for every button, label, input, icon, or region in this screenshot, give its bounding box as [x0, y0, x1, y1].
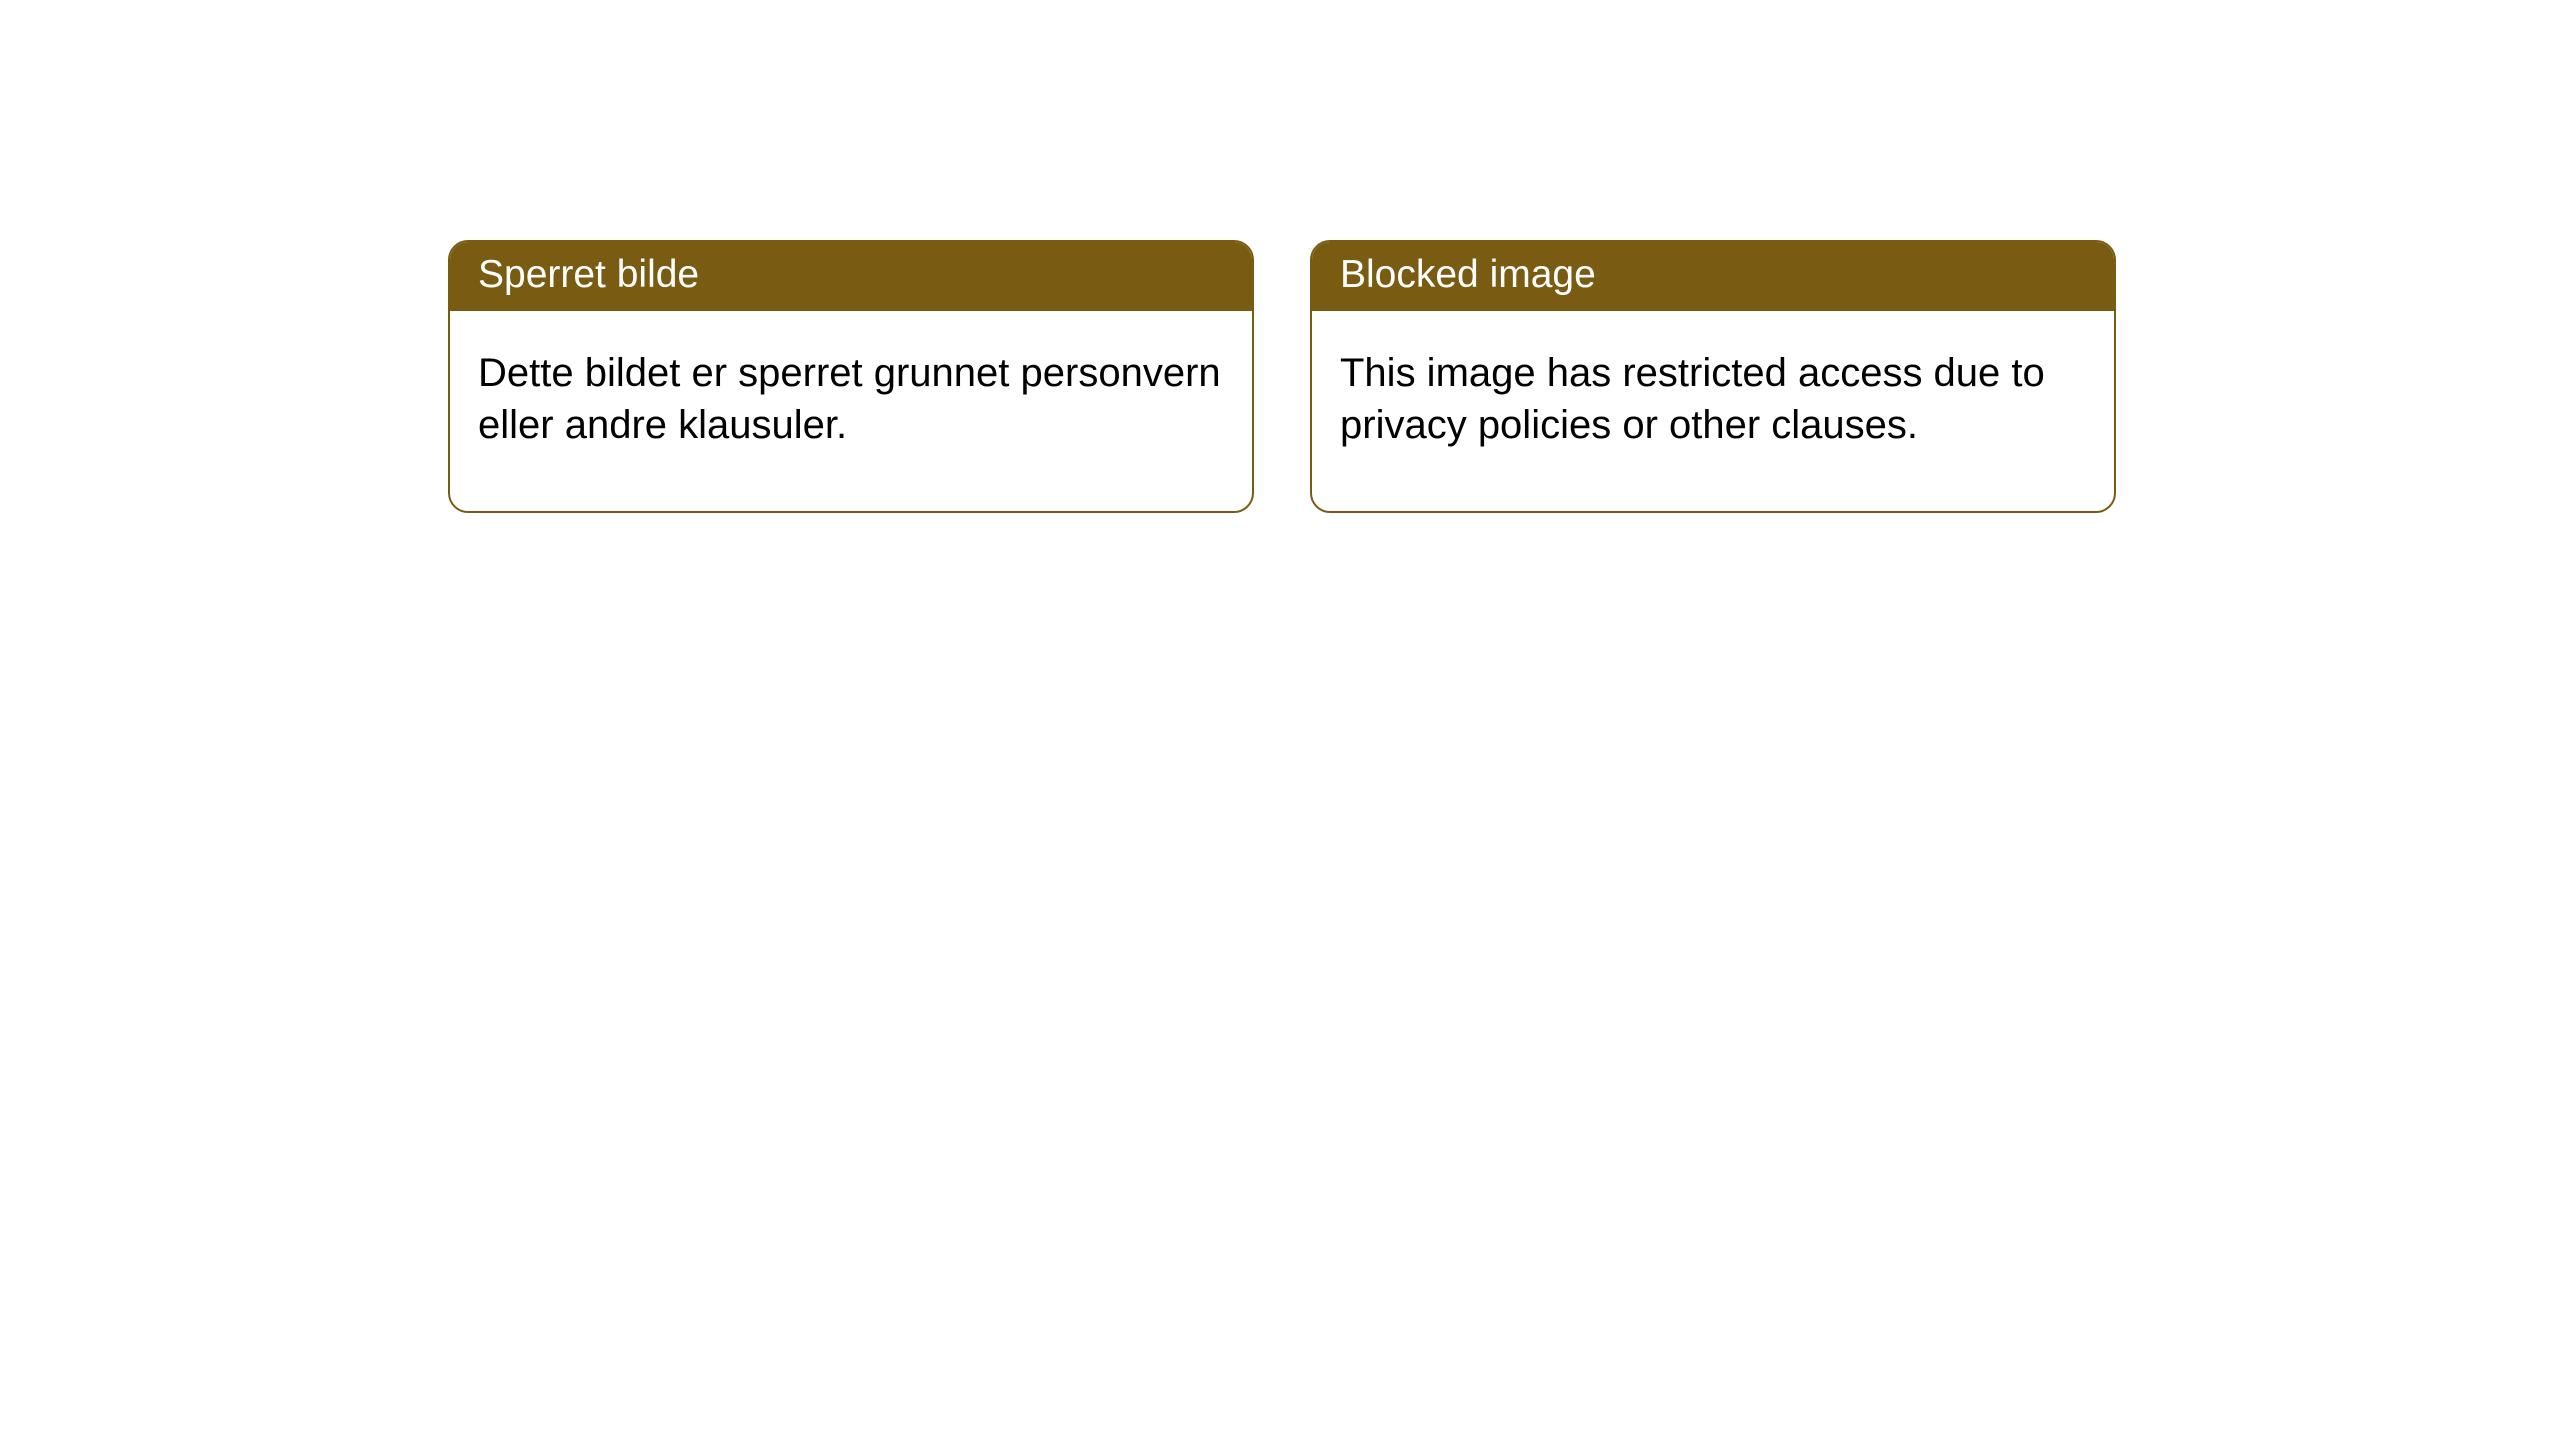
notice-title-en: Blocked image	[1312, 242, 2114, 311]
notice-card-row: Sperret bilde Dette bildet er sperret gr…	[0, 0, 2560, 513]
notice-card-no: Sperret bilde Dette bildet er sperret gr…	[448, 240, 1254, 513]
notice-body-en: This image has restricted access due to …	[1312, 311, 2114, 511]
notice-card-en: Blocked image This image has restricted …	[1310, 240, 2116, 513]
notice-body-no: Dette bildet er sperret grunnet personve…	[450, 311, 1252, 511]
notice-title-no: Sperret bilde	[450, 242, 1252, 311]
